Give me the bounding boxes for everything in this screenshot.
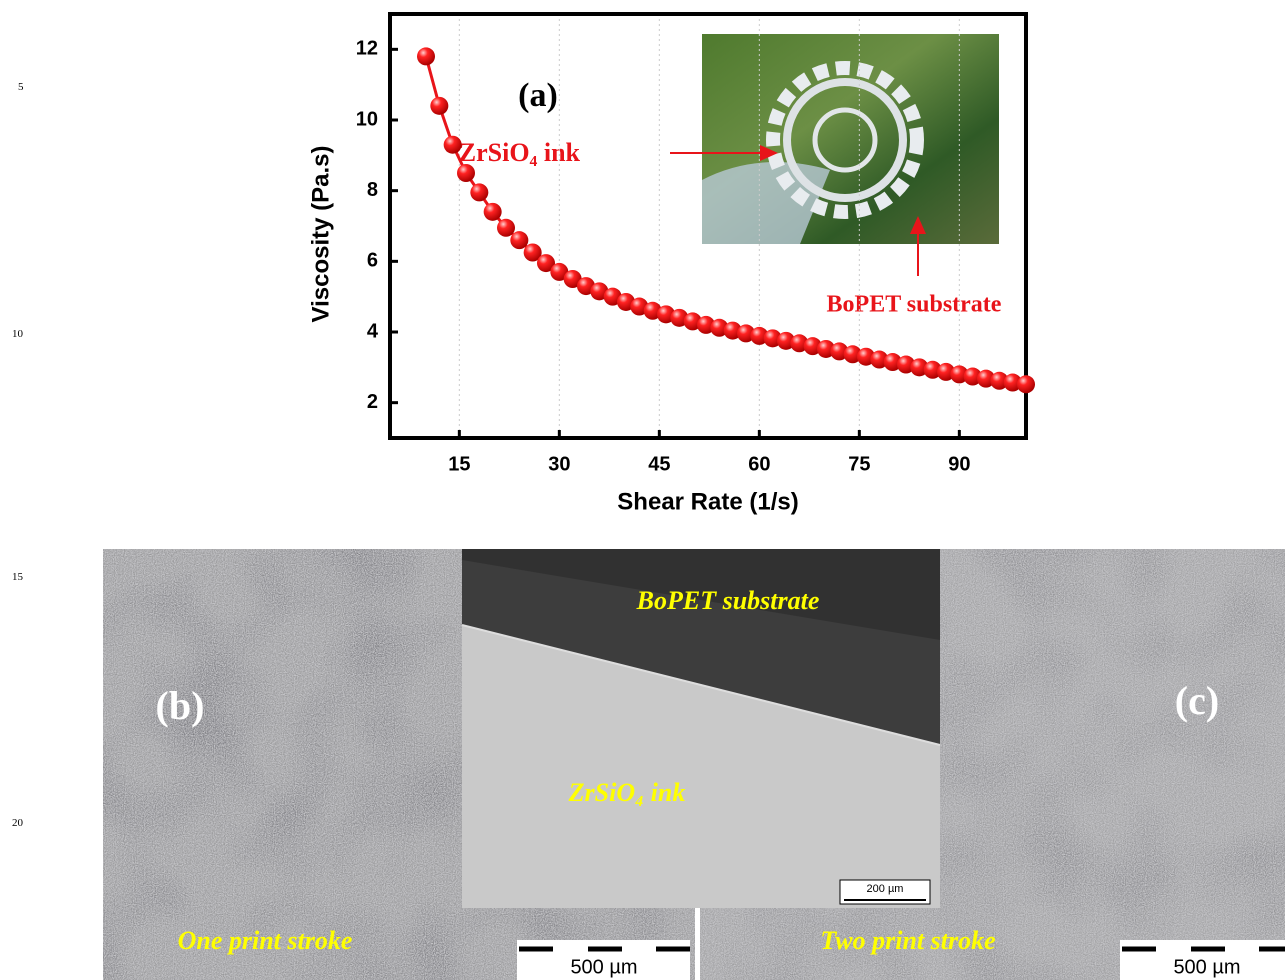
line-number: 15	[12, 571, 24, 583]
inset-photo	[702, 34, 999, 244]
panel-label: (b)	[156, 683, 205, 728]
scale-label: 200 µm	[867, 883, 904, 895]
x-tick-label: 45	[648, 453, 670, 475]
y-tick-label: 10	[356, 108, 378, 130]
panel-label: (c)	[1175, 678, 1219, 723]
micrograph-panel: 200 µm BoPET substrate ZrSiO₄ ink (b) (c…	[103, 549, 1285, 980]
region-label: BoPET substrate	[636, 586, 820, 615]
x-axis-label: Shear Rate (1/s)	[617, 488, 798, 515]
y-tick-label: 6	[367, 250, 378, 272]
line-number: 10	[12, 328, 24, 340]
x-tick-label: 60	[748, 453, 770, 475]
data-point	[510, 231, 528, 249]
scale-label: 500 µm	[570, 956, 637, 978]
panel-label: (a)	[518, 77, 558, 114]
data-point	[497, 219, 515, 237]
data-point	[430, 97, 448, 115]
x-tick-label: 90	[948, 453, 970, 475]
data-point	[444, 136, 462, 154]
annotation: ZrSiO₄ ink	[459, 138, 581, 167]
x-tick-label: 75	[848, 453, 870, 475]
data-point	[470, 183, 488, 201]
y-tick-label: 4	[367, 320, 379, 342]
line-number: 20	[12, 817, 24, 829]
data-point	[1017, 375, 1035, 393]
data-point	[457, 164, 475, 182]
data-point	[417, 47, 435, 65]
x-tick-label: 15	[448, 453, 470, 475]
region-label: ZrSiO₄ ink	[568, 778, 686, 807]
annotation: BoPET substrate	[827, 292, 1002, 318]
y-tick-label: 2	[367, 391, 378, 413]
y-axis-label: Viscosity (Pa.s)	[307, 146, 334, 323]
scale-label: 500 µm	[1173, 956, 1240, 978]
y-tick-label: 8	[367, 179, 378, 201]
caption: One print stroke	[178, 926, 353, 955]
x-tick-label: 30	[548, 453, 570, 475]
data-point	[484, 203, 502, 221]
line-number: 5	[18, 81, 24, 93]
line-numbers: 5 10 15 20	[12, 81, 24, 829]
page: 5 10 15 20 (a) ZrSiO₄ ink BoPET substrat…	[0, 0, 1285, 980]
y-tick-label: 12	[356, 38, 378, 60]
caption: Two print stroke	[820, 926, 995, 955]
